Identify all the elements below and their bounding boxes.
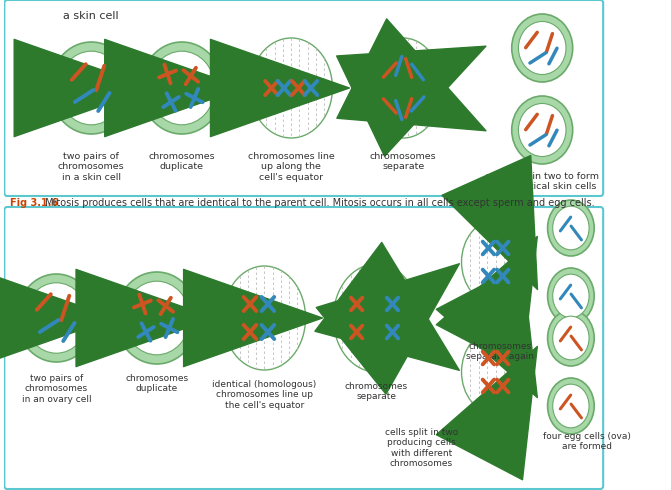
Ellipse shape [17, 274, 96, 362]
Ellipse shape [548, 268, 595, 324]
Ellipse shape [553, 274, 589, 318]
Ellipse shape [519, 22, 566, 74]
Text: identical (homologous)
chromosomes line up
the cell's equator: identical (homologous) chromosomes line … [212, 380, 317, 410]
Ellipse shape [462, 330, 529, 414]
Ellipse shape [365, 38, 442, 138]
Ellipse shape [149, 51, 215, 125]
Ellipse shape [333, 264, 419, 372]
Ellipse shape [115, 272, 198, 364]
Text: cells split in two
producing cells
with different
chromosomes: cells split in two producing cells with … [384, 428, 458, 468]
Text: Fig 3.1.6: Fig 3.1.6 [9, 198, 58, 208]
Ellipse shape [462, 220, 529, 304]
Ellipse shape [512, 96, 572, 164]
Text: chromosomes
duplicate: chromosomes duplicate [148, 152, 215, 172]
Ellipse shape [58, 51, 124, 125]
FancyBboxPatch shape [4, 207, 603, 489]
Text: two pairs of
chromosomes
in an ovary cell: two pairs of chromosomes in an ovary cel… [21, 374, 91, 404]
Ellipse shape [50, 42, 133, 134]
Text: two pairs of
chromosomes
in a skin cell: two pairs of chromosomes in a skin cell [58, 152, 125, 182]
Text: chromosomes
separate: chromosomes separate [345, 382, 408, 401]
Ellipse shape [519, 103, 566, 156]
Text: chromosomes line
up along the
cell's equator: chromosomes line up along the cell's equ… [248, 152, 335, 182]
Text: four egg cells (ova)
are formed: four egg cells (ova) are formed [543, 432, 631, 451]
Text: Mitosis produces cells that are identical to the parent cell. Mitosis occurs in : Mitosis produces cells that are identica… [42, 198, 595, 208]
Ellipse shape [553, 384, 589, 428]
Ellipse shape [123, 281, 190, 355]
Ellipse shape [141, 42, 223, 134]
FancyBboxPatch shape [4, 0, 603, 196]
Ellipse shape [223, 266, 305, 370]
Ellipse shape [548, 200, 595, 256]
Text: a skin cell: a skin cell [64, 11, 119, 21]
Ellipse shape [553, 206, 589, 250]
Text: chromosomes
separate: chromosomes separate [370, 152, 437, 172]
Text: cells split in two to form
two identical skin cells: cells split in two to form two identical… [485, 172, 599, 192]
Ellipse shape [548, 310, 595, 366]
Ellipse shape [553, 316, 589, 360]
Text: chromosomes
separate again: chromosomes separate again [466, 342, 534, 362]
Ellipse shape [25, 283, 88, 353]
Ellipse shape [548, 378, 595, 434]
Text: chromosomes
duplicate: chromosomes duplicate [125, 374, 189, 393]
Ellipse shape [250, 38, 332, 138]
Ellipse shape [512, 14, 572, 82]
